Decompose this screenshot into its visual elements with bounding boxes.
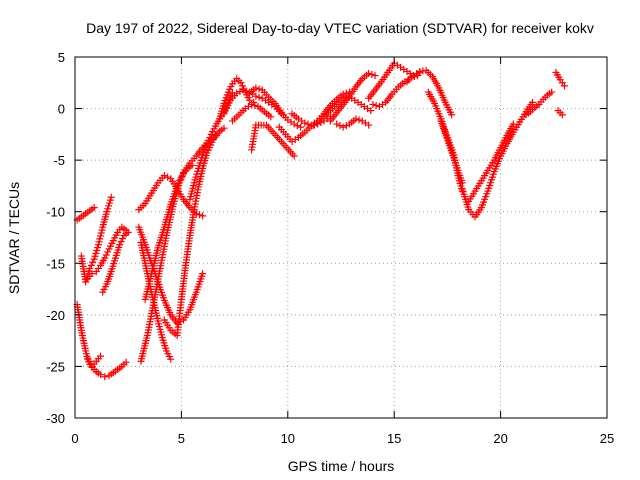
data-point [558,111,566,119]
data-point [160,172,168,180]
data-point [88,270,96,278]
data-point [290,120,298,128]
x-tick-label: 20 [493,431,507,446]
x-tick-labels: 0 5 10 15 20 25 [71,431,614,446]
data-point [122,358,130,366]
data-point [101,373,109,381]
data-layer [73,59,568,381]
data-point [236,88,244,96]
data-point [87,261,95,269]
y-tick-label: 5 [58,50,65,65]
data-point [167,355,175,363]
x-tick-label: 5 [178,431,185,446]
data-point [339,123,347,131]
data-point [203,140,211,148]
data-point [124,228,132,236]
data-point [173,319,181,327]
data-point [116,241,124,249]
chart-title: Day 197 of 2022, Sidereal Day-to-day VTE… [86,20,594,36]
x-tick-label: 0 [71,431,78,446]
data-point [97,352,105,360]
data-point [85,357,93,365]
data-point [293,122,301,130]
data-point [371,72,379,80]
plot-frame [74,56,608,419]
data-point [369,100,377,108]
data-point [239,86,247,94]
data-point [267,113,275,121]
data-point [342,122,350,130]
x-tick-label: 25 [600,431,614,446]
data-point [206,133,214,141]
data-point [237,79,245,87]
data-point [255,85,263,93]
data-point [238,82,246,90]
y-tick-label: -10 [46,205,65,220]
data-point [89,258,97,266]
y-tick-label: -30 [46,411,65,426]
data-point [297,123,305,131]
data-point [372,101,380,109]
data-point [117,238,125,246]
data-point [84,354,92,362]
data-point [102,251,110,259]
data-point [248,100,256,108]
data-point [365,70,373,78]
data-point [251,101,259,109]
y-tick-label: 0 [58,102,65,117]
data-point [227,92,235,100]
y-tick-label: -15 [46,256,65,271]
data-point [101,254,109,262]
data-point [509,120,517,128]
data-point [448,111,456,119]
data-point [368,71,376,79]
data-point [255,93,263,101]
data-point [458,179,466,187]
data-point [304,120,312,128]
data-point [220,124,228,132]
y-tick-label: -5 [53,153,65,168]
data-point [548,88,556,96]
data-point [529,98,537,106]
data-point [290,152,298,160]
data-point [333,120,341,128]
data-point [301,119,309,127]
data-point [367,107,375,115]
data-point [195,211,203,219]
x-axis-label: GPS time / hours [288,458,395,474]
data-point [86,264,94,272]
y-axis-label: SDTVAR / TECUs [6,182,22,294]
data-point [164,173,172,181]
data-point [97,371,105,379]
data-point [365,121,373,129]
y-tick-label: -25 [46,359,65,374]
data-point [245,96,253,104]
data-point [233,89,241,97]
data-point [336,122,344,130]
ticks-layer [74,56,608,419]
data-point [352,115,360,123]
y-tick-label: -20 [46,308,65,323]
x-tick-label: 15 [387,431,401,446]
x-tick-label: 10 [281,431,295,446]
data-point [87,360,95,368]
data-point [204,137,212,145]
data-point [119,235,127,243]
data-point [90,204,98,212]
data-point [107,193,115,201]
data-point [252,84,260,92]
data-point [252,92,260,100]
data-point [199,270,207,278]
data-point [560,82,568,90]
data-point [104,248,112,256]
data-point [199,212,207,220]
data-point [355,116,363,124]
y-tick-labels: -30 -25 -20 -15 -10 -5 0 5 [46,50,65,426]
data-point [342,89,350,97]
